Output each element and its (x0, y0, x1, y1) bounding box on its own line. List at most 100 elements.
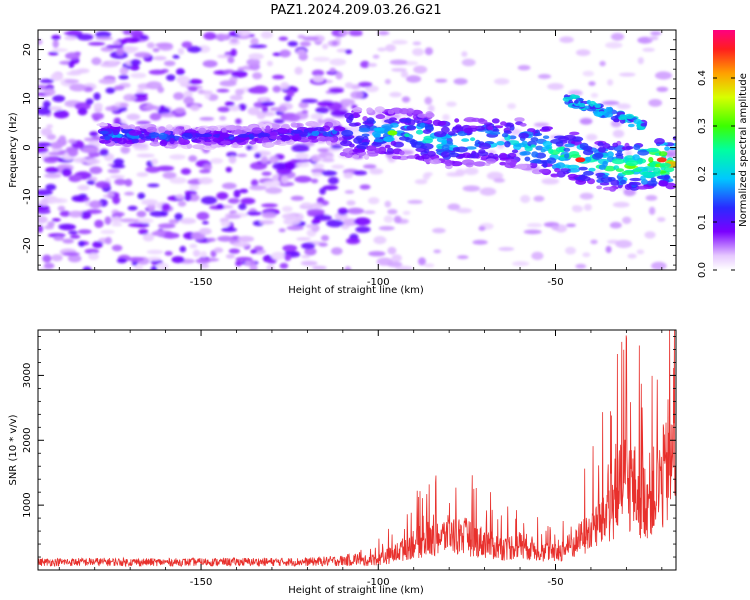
heatmap-ridge-cell (648, 156, 654, 163)
heatmap-cell (202, 163, 212, 171)
heatmap-cell (383, 215, 394, 223)
heatmap-cell (114, 178, 127, 186)
heatmap-cell (42, 100, 51, 109)
heatmap-ridge-cell (632, 154, 640, 161)
heatmap-cell (344, 82, 354, 89)
heatmap-ridge-cell (374, 148, 382, 154)
heatmap-ridge-cell (542, 140, 553, 147)
heatmap-ridge-cell (420, 143, 434, 150)
heatmap-cell (645, 195, 658, 201)
heatmap-ridge-cell (249, 140, 257, 145)
heatmap-cell (406, 75, 422, 83)
heatmap-ridge-cell (559, 157, 566, 161)
heatmap-cell (526, 223, 543, 228)
heatmap-cell (239, 188, 249, 194)
colorbar-ticks: 0.0 0.1 0.2 0.3 0.4 (697, 70, 735, 278)
heatmap-cell (259, 97, 267, 103)
heatmap-cell (605, 41, 623, 49)
heatmap-cell (346, 237, 361, 245)
snr-xlabel: Height of straight line (km) (288, 585, 424, 596)
heatmap-ridge-cell (352, 154, 360, 159)
heatmap-cell (619, 72, 636, 77)
heatmap-ridge-cell (265, 125, 271, 131)
heatmap-cell (266, 264, 275, 270)
heatmap-ridge-cell (612, 142, 619, 148)
heatmap-cell (217, 106, 231, 113)
heatmap-ridge-cell (627, 123, 635, 128)
heatmap-ridge-cell (625, 160, 639, 167)
heatmap-cell (389, 59, 408, 65)
heatmap-ridge-cell (485, 158, 497, 164)
heatmap-cell (227, 198, 240, 204)
heatmap-ridge-cell (99, 139, 111, 144)
heatmap-cell (261, 101, 275, 107)
heatmap-cell (346, 200, 356, 206)
heatmap-cell (130, 59, 141, 66)
heatmap-cell (134, 93, 149, 97)
heatmap-cell (122, 37, 140, 43)
heatmap-cell (249, 185, 267, 191)
heatmap-ridge-cell (584, 156, 592, 162)
heatmap-cell (321, 170, 337, 176)
heatmap-cell (391, 68, 407, 72)
heatmap-cell (228, 155, 237, 164)
heatmap-ridge-cell (501, 133, 509, 138)
heatmap-cell (651, 261, 667, 270)
heatmap-cell (192, 249, 201, 257)
heatmap-cell (110, 216, 123, 224)
spectrogram-ylabel: Frequency (Hz) (8, 112, 19, 188)
heatmap-ridge-cell (574, 99, 579, 104)
heatmap-ridge-cell (405, 117, 412, 124)
heatmap-ridge-cell (636, 186, 649, 190)
heatmap-ridge-cell (322, 136, 334, 142)
heatmap-cell (203, 32, 217, 40)
heatmap-cell (359, 184, 371, 190)
heatmap-cell (493, 178, 506, 183)
heatmap-cell (395, 265, 413, 270)
heatmap-ridge-cell (333, 126, 346, 132)
heatmap-cell (168, 219, 180, 224)
heatmap-cell (151, 158, 159, 165)
heatmap-cell (225, 254, 235, 259)
heatmap-cell (89, 131, 99, 137)
heatmap-cell (130, 72, 147, 79)
heatmap-cell (636, 249, 645, 255)
heatmap-cell (148, 69, 166, 75)
heatmap-cell (85, 158, 101, 165)
heatmap-cell (368, 251, 386, 257)
heatmap-cell (240, 197, 256, 205)
heatmap-cell (664, 151, 676, 158)
heatmap-cell (252, 85, 269, 94)
heatmap-ridge-cell (478, 142, 491, 150)
heatmap-ridge-cell (613, 118, 620, 123)
heatmap-ridge-cell (348, 114, 354, 121)
heatmap-ridge-cell (384, 144, 391, 149)
heatmap-cell (442, 114, 450, 121)
heatmap-cell (301, 242, 316, 250)
heatmap-ridge-cell (596, 112, 603, 117)
heatmap-cell (284, 161, 295, 169)
heatmap-ridge-cell (529, 159, 541, 164)
heatmap-ridge-cell (387, 109, 395, 115)
heatmap-ridge-cell (207, 125, 219, 131)
heatmap-cell (72, 175, 82, 182)
heatmap-cell (393, 215, 402, 224)
heatmap-ridge-cell (364, 154, 370, 160)
heatmap-cell (349, 32, 363, 37)
heatmap-cell (281, 213, 298, 220)
heatmap-ridge-cell (409, 139, 418, 145)
heatmap-cell (344, 190, 355, 194)
heatmap-ridge-cell (555, 141, 564, 147)
colorbar-tick-label: 0.2 (697, 166, 708, 182)
heatmap-ridge-cell (610, 179, 620, 186)
heatmap-cell (355, 226, 371, 233)
y-tick-label: 20 (22, 43, 33, 56)
heatmap-cell (134, 265, 144, 270)
heatmap-cell (179, 245, 187, 253)
heatmap-ridge-cell (633, 118, 642, 125)
heatmap-cell (58, 223, 76, 231)
heatmap-ridge-cell (529, 161, 538, 169)
heatmap-cell (150, 265, 158, 270)
heatmap-ridge-cell (417, 113, 427, 118)
